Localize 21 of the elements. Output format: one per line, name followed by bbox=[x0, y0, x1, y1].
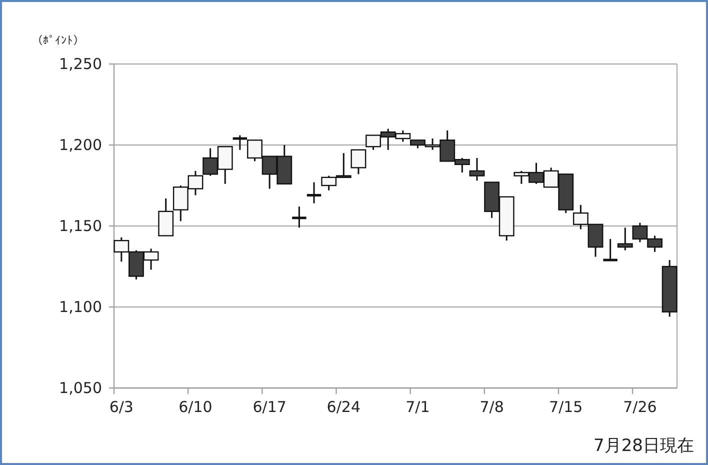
y-tick-label: 1,250 bbox=[59, 55, 102, 73]
x-tick-label: 6/10 bbox=[178, 398, 212, 416]
text: 7月28日現在 bbox=[594, 436, 694, 456]
x-tick-label: 6/17 bbox=[252, 398, 286, 416]
candlestick bbox=[306, 182, 322, 204]
x-tick-label: 7/8 bbox=[480, 398, 504, 416]
candlestick bbox=[290, 206, 308, 228]
x-tick-label: 7/26 bbox=[623, 398, 657, 416]
x-tick-label: 6/24 bbox=[326, 398, 360, 416]
x-tick-label: 6/3 bbox=[109, 398, 134, 416]
y-tick-label: 1,200 bbox=[59, 136, 102, 154]
y-axis-title: （ﾎﾟｲﾝﾄ） bbox=[32, 34, 84, 47]
y-tick-label: 1,150 bbox=[59, 217, 102, 235]
candlestick bbox=[469, 157, 485, 182]
x-tick-label: 7/1 bbox=[406, 398, 430, 416]
candlestick bbox=[617, 226, 633, 252]
x-tick-label: 7/15 bbox=[549, 398, 583, 416]
candlestick bbox=[350, 149, 366, 175]
candlestick bbox=[602, 238, 619, 262]
y-tick-label: 1,050 bbox=[59, 379, 102, 397]
y-tick-label: 1,100 bbox=[59, 298, 102, 316]
